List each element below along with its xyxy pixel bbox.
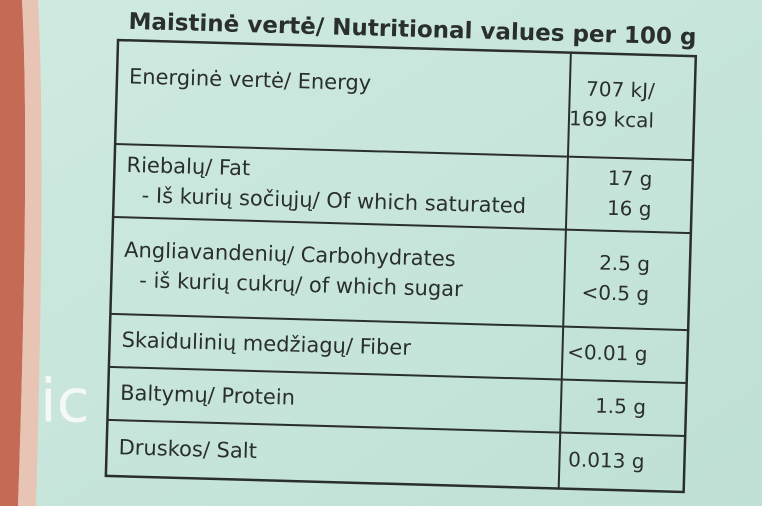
- row-divider: [115, 143, 693, 162]
- row-divider: [108, 365, 687, 385]
- row-divider: [113, 215, 691, 235]
- nutrient-value: 1.5 g: [595, 394, 647, 419]
- finger-edge: [18, 0, 42, 506]
- nutrient-value: <0.01 g: [567, 340, 648, 366]
- nutrition-table: Maistinė vertė/ Nutritional values per 1…: [104, 9, 698, 494]
- nutrient-value: 16 g: [607, 196, 652, 221]
- finger: [0, 0, 26, 506]
- nutrient-label: Riebalų/ Fat: [126, 153, 250, 180]
- nutrient-value: 2.5 g: [599, 251, 651, 276]
- row-divider: [110, 312, 689, 332]
- column-divider: [557, 52, 572, 489]
- nutrient-value: 707 kJ/: [586, 77, 656, 103]
- nutrient-value: 0.013 g: [568, 447, 645, 473]
- row-divider: [107, 418, 686, 438]
- table-border: [104, 38, 698, 494]
- nutrient-value: 169 kcal: [569, 106, 655, 132]
- nutrient-value: <0.5 g: [581, 280, 649, 306]
- nutrient-label: Baltymų/ Protein: [120, 381, 296, 410]
- nutrient-value: 17 g: [608, 166, 653, 191]
- side-text: ic: [40, 367, 90, 437]
- nutrient-label: Druskos/ Salt: [118, 435, 257, 463]
